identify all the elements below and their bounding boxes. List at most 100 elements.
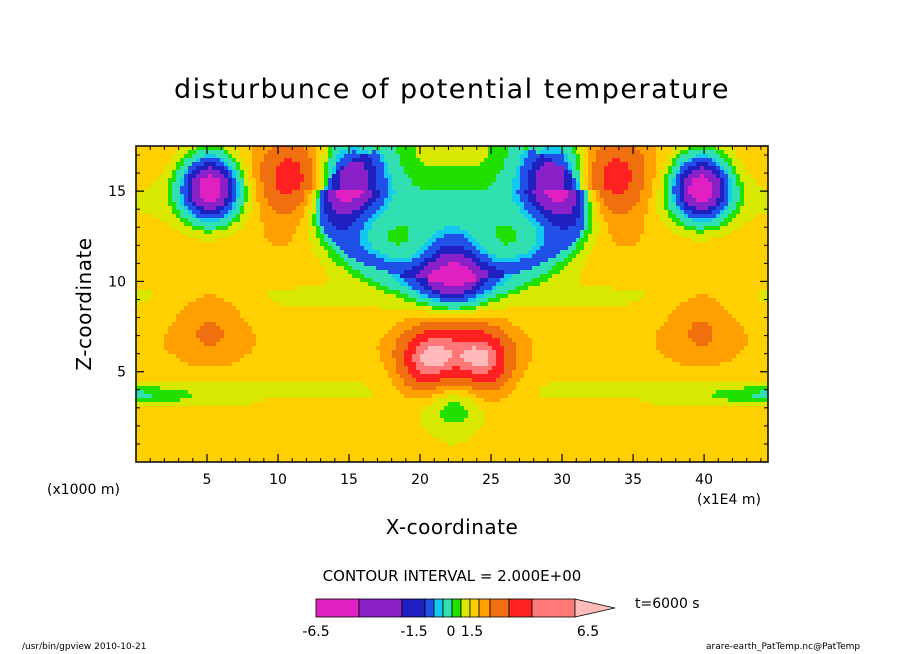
field-cell xyxy=(156,378,161,383)
field-cell xyxy=(284,286,289,291)
field-cell xyxy=(144,398,149,403)
field-cell xyxy=(152,186,157,191)
field-cell xyxy=(368,414,373,419)
field-cell xyxy=(272,394,277,399)
field-cell xyxy=(352,350,357,355)
field-cell xyxy=(196,370,201,375)
field-cell xyxy=(304,274,309,279)
field-cell xyxy=(244,306,249,311)
field-cell xyxy=(176,282,181,287)
field-cell xyxy=(312,322,317,327)
field-cell xyxy=(176,242,181,247)
field-cell xyxy=(340,158,345,163)
field-cell xyxy=(260,422,265,427)
field-cell xyxy=(216,170,221,175)
field-cell xyxy=(204,306,209,311)
field-cell xyxy=(176,214,181,219)
field-cell xyxy=(348,414,353,419)
field-cell xyxy=(292,394,297,399)
field-cell xyxy=(156,246,161,251)
field-cell xyxy=(340,418,345,423)
field-cell xyxy=(344,174,349,179)
field-cell xyxy=(152,366,157,371)
field-cell xyxy=(316,182,321,187)
field-cell xyxy=(172,250,177,255)
field-cell xyxy=(172,234,177,239)
field-cell xyxy=(292,178,297,183)
field-cell xyxy=(164,250,169,255)
field-cell xyxy=(336,150,341,155)
field-cell xyxy=(384,214,389,219)
field-cell xyxy=(356,426,361,431)
field-cell xyxy=(144,162,149,167)
field-cell xyxy=(296,274,301,279)
field-cell xyxy=(304,218,309,223)
field-cell xyxy=(240,410,245,415)
field-cell xyxy=(364,150,369,155)
field-cell xyxy=(320,294,325,299)
field-cell xyxy=(348,458,353,462)
field-cell xyxy=(284,194,289,199)
field-cell xyxy=(164,282,169,287)
field-cell xyxy=(264,206,269,211)
field-cell xyxy=(176,418,181,423)
field-cell xyxy=(376,338,381,343)
field-cell xyxy=(188,150,193,155)
field-cell xyxy=(176,150,181,155)
field-cell xyxy=(336,406,341,411)
field-cell xyxy=(384,218,389,223)
field-cell xyxy=(324,250,329,255)
field-cell xyxy=(384,370,389,375)
field-cell xyxy=(300,438,305,443)
field-cell xyxy=(144,430,149,435)
field-cell xyxy=(204,378,209,383)
field-cell xyxy=(356,402,361,407)
field-cell xyxy=(184,418,189,423)
field-cell xyxy=(292,326,297,331)
field-cell xyxy=(220,158,225,163)
field-cell xyxy=(168,250,173,255)
field-cell xyxy=(368,298,373,303)
field-cell xyxy=(264,394,269,399)
field-cell xyxy=(356,414,361,419)
field-cell xyxy=(228,414,233,419)
field-cell xyxy=(288,318,293,323)
field-cell xyxy=(160,294,165,299)
field-cell xyxy=(180,178,185,183)
field-cell xyxy=(276,318,281,323)
field-cell xyxy=(304,370,309,375)
field-cell xyxy=(304,318,309,323)
field-cell xyxy=(300,266,305,271)
field-cell xyxy=(296,154,301,159)
field-cell xyxy=(188,458,193,462)
field-cell xyxy=(212,458,217,462)
field-cell xyxy=(256,262,261,267)
field-cell xyxy=(368,166,373,171)
field-cell xyxy=(356,454,361,459)
field-cell xyxy=(308,442,313,447)
field-cell xyxy=(332,422,337,427)
field-cell xyxy=(344,302,349,307)
field-cell xyxy=(216,270,221,275)
field-cell xyxy=(312,350,317,355)
field-cell xyxy=(236,458,241,462)
field-cell xyxy=(256,174,261,179)
field-cell xyxy=(304,222,309,227)
field-cell xyxy=(332,310,337,315)
field-cell xyxy=(192,426,197,431)
field-cell xyxy=(248,350,253,355)
field-cell xyxy=(312,362,317,367)
field-cell xyxy=(160,358,165,363)
field-cell xyxy=(160,370,165,375)
field-cell xyxy=(344,350,349,355)
field-cell xyxy=(264,226,269,231)
field-cell xyxy=(188,362,193,367)
field-cell xyxy=(196,290,201,295)
field-cell xyxy=(232,162,237,167)
field-cell xyxy=(236,354,241,359)
field-cell xyxy=(316,282,321,287)
field-cell xyxy=(372,186,377,191)
field-cell xyxy=(336,238,341,243)
field-cell xyxy=(140,190,145,195)
field-cell xyxy=(184,374,189,379)
